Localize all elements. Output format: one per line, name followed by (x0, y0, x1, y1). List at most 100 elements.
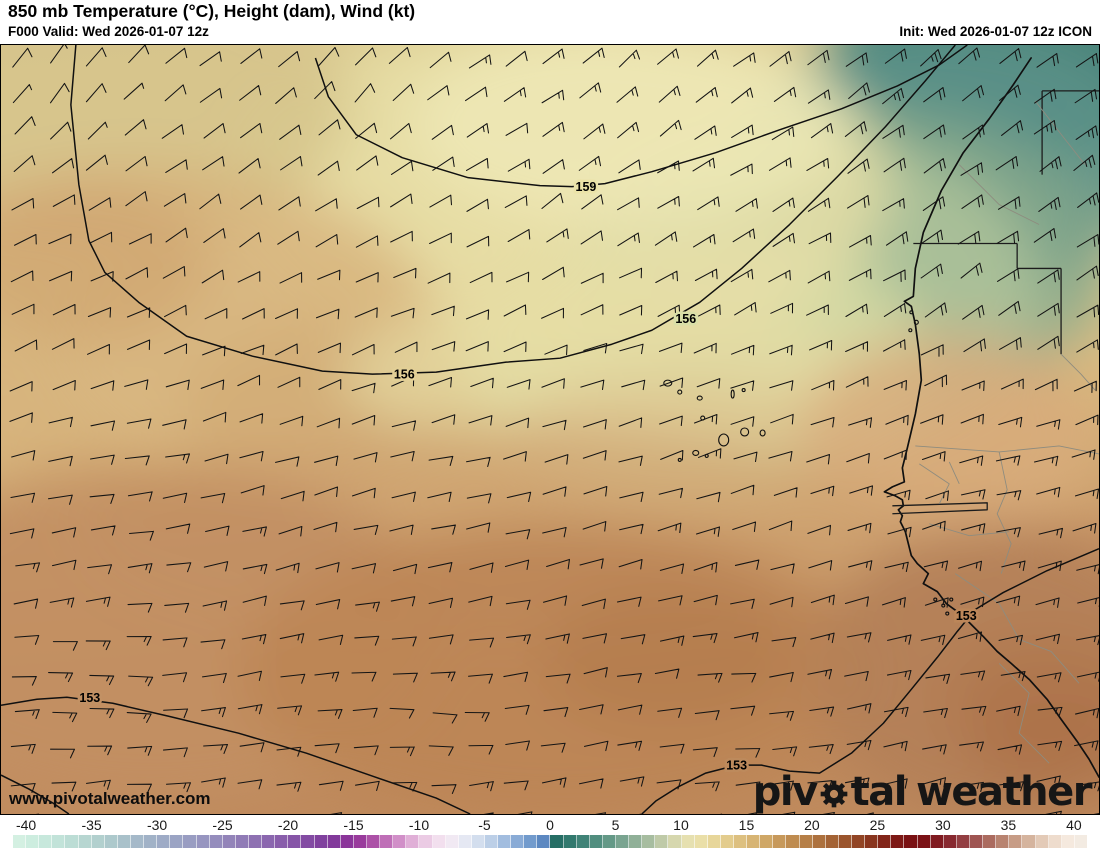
island (677, 389, 683, 395)
colorbar-cell (904, 835, 918, 848)
colorbar-tick: -25 (212, 817, 233, 833)
colorbar-tick: -35 (81, 817, 102, 833)
contour-label-156: 156 (394, 368, 415, 382)
colorbar-cell (117, 835, 131, 848)
island (692, 449, 700, 456)
colorbar-cell (878, 835, 892, 848)
contour-label-153: 153 (79, 691, 100, 705)
island (913, 319, 919, 325)
island (730, 389, 735, 399)
colorbar-tick: 0 (546, 817, 554, 833)
colorbar-cell (511, 835, 525, 848)
colorbar-cell (471, 835, 485, 848)
colorbar-cell (209, 835, 223, 848)
colorbar-cell (812, 835, 826, 848)
colorbar-cell (602, 835, 617, 848)
colorbar-gradient (13, 835, 1087, 848)
colorbar-cell (655, 835, 669, 848)
height-contour-153 (1, 696, 471, 814)
colorbar-tick: -10 (408, 817, 430, 833)
temperature-fill-blobs (1, 45, 1099, 814)
colorbar-cell (380, 835, 394, 848)
admin-border (998, 663, 1050, 764)
colorbar-cell (799, 835, 813, 848)
colorbar-cell (222, 835, 236, 848)
colorbar-cell (157, 835, 171, 848)
colorbar-cell (432, 835, 446, 848)
colorbar-cell (681, 835, 695, 848)
colorbar-cell (445, 835, 459, 848)
island (718, 433, 730, 447)
colorbar-cell (694, 835, 708, 848)
island (909, 310, 914, 315)
admin-border (1060, 353, 1096, 391)
colorbar-cell (996, 835, 1010, 848)
admin-border (996, 451, 1012, 574)
colorbar-cell (550, 835, 564, 848)
init-time-label: Init: Wed 2026-01-07 12z ICON (899, 24, 1092, 39)
colorbar-cell (301, 835, 315, 848)
colorbar-cell (707, 835, 721, 848)
colorbar-cell (235, 835, 249, 848)
island (677, 457, 682, 462)
colorbar-tick: 20 (804, 817, 820, 833)
colorbar-cell (983, 835, 997, 848)
contour-label-153: 153 (726, 759, 747, 773)
page-title: 850 mb Temperature (°C), Height (dam), W… (8, 1, 416, 21)
country-border (892, 502, 988, 515)
island (663, 379, 673, 387)
watermark-url: www.pivotalweather.com (9, 789, 211, 808)
island (945, 611, 950, 616)
colorbar-cell (1009, 835, 1023, 848)
colorbar-cell (353, 835, 367, 848)
colorbar-cell (629, 835, 643, 848)
pivotal-weather-logo: piv (753, 769, 1093, 815)
colorbar-cell (366, 835, 381, 848)
colorbar-cell (104, 835, 118, 848)
colorbar-tick: -40 (15, 817, 37, 833)
colorbar-cell (484, 835, 499, 848)
admin-border (1034, 100, 1086, 165)
admin-border (915, 445, 1099, 455)
colorbar-cell (734, 835, 748, 848)
colorbar-cell (760, 835, 774, 848)
colorbar-cell (1074, 835, 1087, 848)
colorbar-cell (39, 835, 53, 848)
colorbar-cell (52, 835, 66, 848)
colorbar-cell (838, 835, 852, 848)
colorbar-cell (891, 835, 905, 848)
logo-text-tal: tal (850, 769, 908, 815)
colorbar-cell (747, 835, 761, 848)
island (908, 328, 913, 333)
contour-label-153: 153 (956, 609, 977, 623)
colorbar: -40 -35 -30 -25 -20 -15 -10 -5 0 5 10 15 20 25 30 35 40 (0, 815, 1100, 850)
colorbar-cell (196, 835, 210, 848)
colorbar-cell (917, 835, 931, 848)
island (741, 388, 746, 393)
admin-border (955, 573, 1080, 684)
colorbar-cell (773, 835, 787, 848)
colorbar-cell (275, 835, 289, 848)
colorbar-tick: 30 (935, 817, 951, 833)
gear-icon (818, 778, 850, 810)
colorbar-tick: 40 (1066, 817, 1082, 833)
island (740, 427, 750, 437)
admin-border (919, 463, 950, 505)
coastlines-and-borders (663, 57, 1099, 778)
colorbar-cell (616, 835, 630, 848)
wind-barb-field (9, 45, 1099, 814)
island (759, 429, 766, 437)
colorbar-cell (865, 835, 879, 848)
colorbar-cell (170, 835, 184, 848)
colorbar-tick: -30 (146, 817, 168, 833)
map-canvas: 159 156 156 153 153 153 www.pivotalweather.co… (0, 44, 1100, 815)
valid-time-label: F000 Valid: Wed 2026-01-07 12z (8, 24, 209, 39)
admin-border (929, 523, 1010, 537)
colorbar-cell (576, 835, 590, 848)
colorbar-cell (288, 835, 302, 848)
colorbar-tick-row: -40 -35 -30 -25 -20 -15 -10 -5 0 5 10 15 20 25 30 35 40 (0, 815, 1100, 835)
temperature-height-wind-map: 159 156 156 153 153 153 (1, 45, 1099, 814)
colorbar-tick: 5 (611, 817, 620, 833)
colorbar-cell (668, 835, 682, 848)
